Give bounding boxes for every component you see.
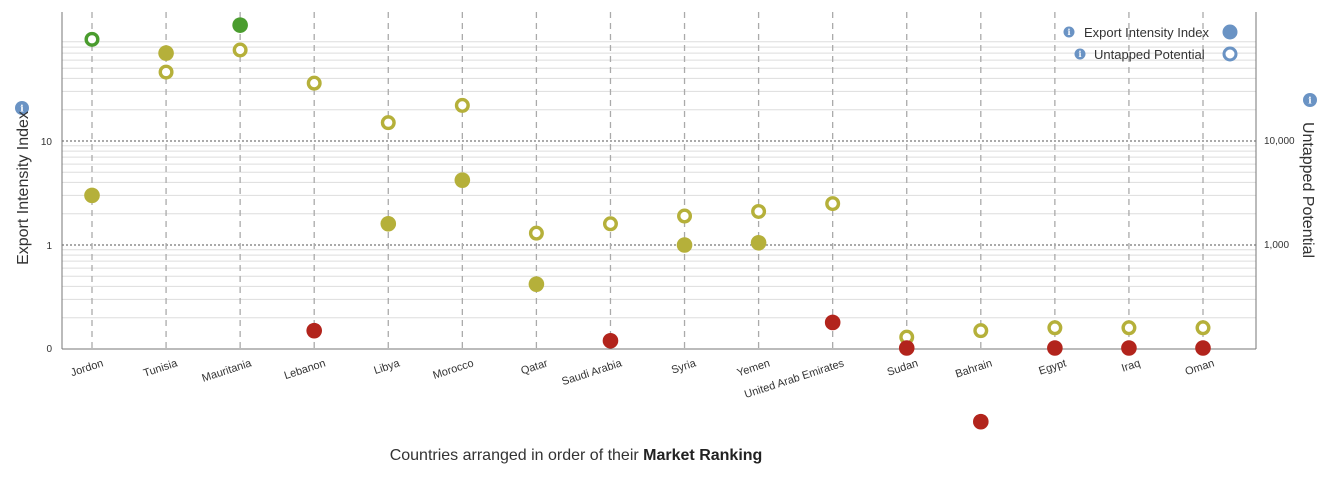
right-tick-label: 1,000 xyxy=(1264,240,1289,251)
category-label: Oman xyxy=(1184,357,1216,378)
info-icon[interactable] xyxy=(1303,93,1317,107)
x-axis-title-prefix: Countries arranged in order of their xyxy=(389,447,639,464)
untapped-potential-point xyxy=(751,203,767,219)
legend: i Export Intensity Index i Untapped Pote… xyxy=(1063,24,1238,62)
untapped-potential-point xyxy=(84,31,100,47)
legend-label: Untapped Potential xyxy=(1094,47,1205,62)
y-axis-title-left: Export Intensity Index xyxy=(15,111,32,265)
category-label: Qatar xyxy=(519,357,549,377)
untapped-potential-point xyxy=(232,42,248,58)
legend-filled-marker xyxy=(1222,24,1238,40)
left-axis-info[interactable]: i xyxy=(15,101,29,115)
category-label: Tunisia xyxy=(142,357,180,380)
category-label: Lebanon xyxy=(283,357,327,382)
untapped-potential-point xyxy=(1047,320,1063,336)
category-label: Libya xyxy=(372,357,402,377)
category-label: Iraq xyxy=(1120,357,1142,374)
export-intensity-point xyxy=(158,45,174,61)
untapped-potential-point xyxy=(528,225,544,241)
left-tick-label: 10 xyxy=(41,137,53,148)
category-label: Saudi Arabia xyxy=(560,357,624,388)
untapped-potential-point xyxy=(973,323,989,339)
untapped-potential-point xyxy=(306,75,322,91)
category-label: Yemen xyxy=(736,357,772,379)
legend-label: Export Intensity Index xyxy=(1084,25,1210,40)
untapped-potential-point xyxy=(1121,320,1137,336)
export-intensity-point xyxy=(380,215,397,232)
export-intensity-point xyxy=(306,322,323,339)
category-guides xyxy=(91,12,1204,349)
info-icon[interactable] xyxy=(1074,48,1086,60)
right-tick-label: 10,000 xyxy=(1264,136,1295,147)
axes xyxy=(61,12,1257,350)
untapped-potential-point xyxy=(380,115,396,131)
svg-text:i: i xyxy=(1078,49,1081,59)
untapped-potential-point xyxy=(677,208,693,224)
export-intensity-point xyxy=(973,413,989,430)
svg-text:i: i xyxy=(1067,27,1070,37)
category-label: Jordon xyxy=(69,357,105,379)
export-intensity-point xyxy=(676,237,693,253)
export-intensity-point xyxy=(898,340,915,356)
x-axis-title-bold: Market Ranking xyxy=(643,447,763,464)
category-label: Egypt xyxy=(1037,357,1067,377)
export-intensity-point xyxy=(1121,340,1137,356)
export-intensity-point xyxy=(232,17,248,33)
export-intensity-point xyxy=(602,332,619,349)
untapped-potential-point xyxy=(602,216,618,232)
category-label: Syria xyxy=(670,357,698,376)
export-intensity-point xyxy=(84,187,100,204)
category-label: Sudan xyxy=(886,357,920,378)
legend-item-export-intensity[interactable]: i Export Intensity Index xyxy=(1063,24,1238,41)
export-intensity-point xyxy=(824,314,841,331)
svg-text:i: i xyxy=(20,105,24,115)
left-tick-label: 1 xyxy=(46,241,52,252)
category-label: Bahrain xyxy=(954,357,994,380)
info-icon[interactable] xyxy=(15,101,29,115)
grid-lines xyxy=(62,41,1256,319)
export-intensity-point xyxy=(528,276,545,292)
legend-item-untapped-potential[interactable]: i Untapped Potential xyxy=(1074,46,1238,62)
legend-hollow-marker xyxy=(1222,46,1238,62)
export-intensity-point xyxy=(454,172,471,188)
untapped-potential-point xyxy=(825,196,841,212)
export-intensity-point xyxy=(1047,340,1063,356)
tick-labels: 0 1 10 1,000 10,000 xyxy=(41,136,1295,355)
data-points xyxy=(84,17,1211,430)
export-intensity-point xyxy=(1195,340,1211,356)
export-intensity-point xyxy=(750,234,767,251)
info-icon[interactable] xyxy=(1063,26,1075,38)
category-label: Morocco xyxy=(431,357,475,381)
x-axis-title: Countries arranged in order of their Mar… xyxy=(0,447,1152,465)
left-tick-label: 0 xyxy=(46,344,52,355)
category-label: Mauritania xyxy=(201,357,254,385)
y-axis-title-right: Untapped Potential xyxy=(1299,122,1316,258)
untapped-potential-point xyxy=(158,64,174,80)
svg-text:i: i xyxy=(1308,97,1312,107)
untapped-potential-point xyxy=(1195,320,1211,336)
untapped-potential-point xyxy=(454,97,470,113)
category-labels: Jordon Tunisia Mauritania Lebanon Libya Moroc… xyxy=(69,357,1216,401)
right-axis-info[interactable]: i xyxy=(1303,93,1317,107)
